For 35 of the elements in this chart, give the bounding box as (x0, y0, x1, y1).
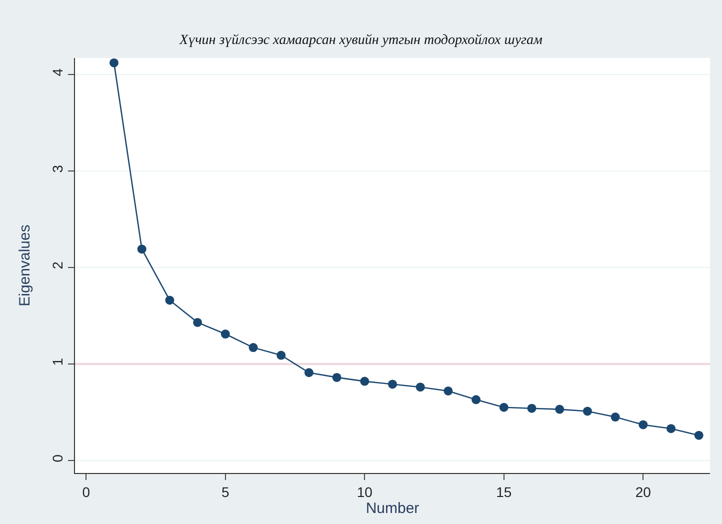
point (220, 330, 230, 339)
point (416, 382, 425, 392)
x-tick-label: 15 (496, 484, 512, 500)
point (137, 244, 146, 254)
point (499, 402, 508, 412)
point (527, 404, 536, 413)
point (582, 406, 592, 416)
point (388, 380, 397, 389)
x-tick-label: 10 (356, 484, 373, 500)
y-tick-label: 3 (49, 164, 66, 173)
x-tick-label: 5 (221, 484, 230, 500)
x-tick-label: 0 (82, 484, 90, 500)
point (444, 386, 453, 396)
point (472, 395, 481, 404)
point (666, 424, 676, 434)
point (610, 412, 620, 422)
x-tick-label: 20 (635, 484, 652, 500)
y-tick-label: 0 (49, 454, 66, 462)
y-axis-title: Eigenvalues (16, 224, 34, 306)
x-axis-title: Number (366, 500, 420, 517)
point (276, 350, 286, 360)
point (193, 318, 202, 327)
point (304, 368, 314, 378)
point (638, 420, 648, 430)
point (165, 296, 174, 305)
point (248, 343, 258, 352)
point (694, 430, 704, 440)
chart-title: Хүчин зүйлсээс хамаарсан хувийн утгын тодорхойлох шугам (178, 32, 543, 48)
y-tick-label: 4 (49, 68, 66, 76)
point (109, 58, 118, 68)
y-tick-label: 2 (49, 261, 66, 270)
point (555, 404, 564, 414)
point (332, 372, 342, 382)
y-tick-label: 1 (49, 358, 66, 366)
point (360, 376, 370, 386)
